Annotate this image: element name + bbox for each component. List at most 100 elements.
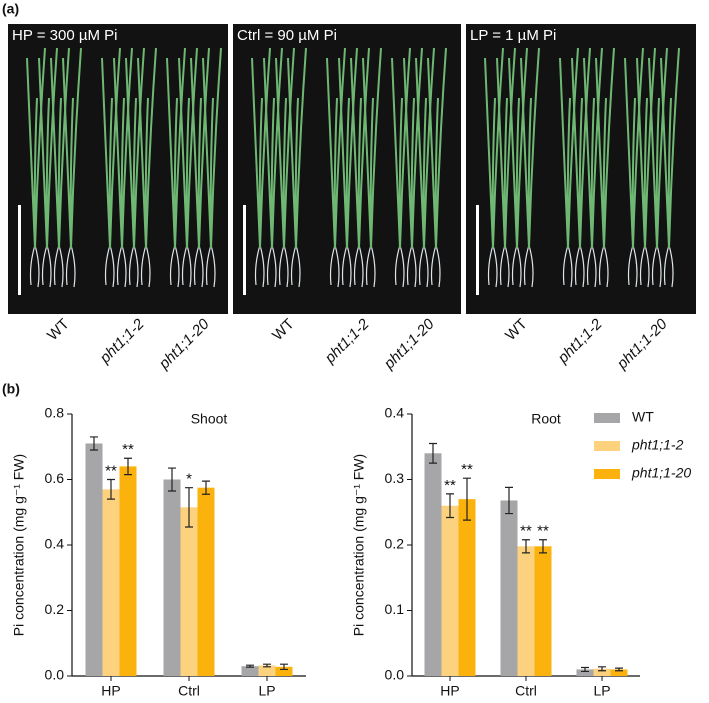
root	[487, 244, 498, 288]
leaf	[403, 47, 423, 249]
leaf	[583, 47, 603, 249]
bar	[458, 499, 476, 676]
y-tick-label: 0.3	[385, 470, 405, 486]
leaf	[275, 47, 295, 249]
y-tick-label: 0.4	[45, 536, 65, 552]
y-tick-label: 0.2	[385, 536, 405, 552]
leaf	[338, 47, 358, 249]
y-axis-label: Pi concentration (mg g⁻¹ FW)	[351, 454, 367, 636]
error-bar	[539, 539, 547, 554]
bar	[441, 505, 459, 676]
root	[104, 244, 115, 288]
bar	[593, 668, 611, 676]
leaf	[595, 47, 615, 249]
error-bar	[246, 664, 254, 668]
genotype-label: WT	[44, 316, 73, 345]
bar	[119, 466, 137, 676]
leaf	[520, 47, 540, 249]
legend-swatch	[594, 469, 620, 479]
root	[586, 244, 597, 288]
bar	[517, 546, 535, 676]
leaf	[508, 47, 528, 249]
root	[406, 244, 417, 288]
scale-bar	[18, 205, 21, 295]
chart-title: Root	[531, 411, 561, 427]
bar	[275, 666, 293, 676]
leaf	[484, 47, 504, 249]
panel-label: (b)	[2, 381, 20, 397]
legend-swatch	[594, 413, 620, 423]
x-tick-label: HP	[101, 683, 120, 698]
error-bar	[107, 478, 115, 500]
error-bar	[463, 477, 471, 521]
root	[663, 244, 674, 288]
error-bar	[581, 666, 589, 673]
root	[116, 244, 127, 288]
significance: **	[122, 441, 134, 458]
leaf	[496, 47, 516, 249]
significance: **	[444, 477, 456, 494]
leaf	[50, 47, 70, 249]
root	[639, 244, 650, 288]
scale-bar	[243, 205, 246, 295]
leaf	[263, 47, 283, 249]
legend-swatch	[594, 441, 620, 451]
leaf	[660, 47, 680, 249]
root	[627, 244, 638, 288]
leaf	[362, 47, 382, 249]
error-bar	[446, 493, 454, 519]
bar	[241, 666, 259, 676]
leaf	[137, 47, 157, 249]
error-bar	[429, 442, 437, 464]
legend-label: pht1;1-2	[631, 437, 684, 453]
leaf	[251, 47, 271, 249]
root	[290, 244, 301, 288]
leaf	[571, 47, 591, 249]
genotype-label: pht1;1-2	[321, 315, 373, 367]
x-tick-label: Ctrl	[515, 683, 537, 698]
x-tick-label: LP	[593, 683, 610, 698]
significance: **	[461, 461, 473, 478]
bar	[500, 500, 518, 676]
root	[523, 244, 534, 288]
root	[574, 244, 585, 288]
significance: **	[537, 523, 549, 540]
y-tick-label: 0.1	[385, 601, 405, 617]
root	[598, 244, 609, 288]
leaf	[62, 47, 82, 249]
photo-title: Ctrl = 90 µM Pi	[237, 27, 337, 44]
scale-bar	[476, 205, 479, 295]
root	[651, 244, 662, 288]
chart-title: Shoot	[191, 411, 228, 427]
root	[169, 244, 180, 288]
leaf	[125, 47, 145, 249]
root	[499, 244, 510, 288]
leaf	[26, 47, 46, 249]
root	[65, 244, 76, 288]
root	[341, 244, 352, 288]
significance: *	[186, 471, 192, 488]
root	[365, 244, 376, 288]
leaf	[38, 47, 58, 249]
leaf	[101, 47, 121, 249]
root	[418, 244, 429, 288]
y-tick-label: 0.4	[385, 405, 405, 421]
leaf	[636, 47, 656, 249]
significance: **	[520, 523, 532, 540]
root	[29, 244, 40, 288]
bar	[197, 487, 215, 676]
root	[181, 244, 192, 288]
bar	[258, 665, 276, 676]
root	[41, 244, 52, 288]
genotype-label: WT	[502, 316, 531, 345]
leaf	[113, 47, 133, 249]
genotype-label: pht1;1-2	[554, 315, 606, 367]
root	[266, 244, 277, 288]
x-tick-label: LP	[258, 683, 275, 698]
bar	[85, 443, 103, 676]
root	[394, 244, 405, 288]
significance: **	[105, 462, 117, 479]
root	[430, 244, 441, 288]
leaf	[427, 47, 447, 249]
